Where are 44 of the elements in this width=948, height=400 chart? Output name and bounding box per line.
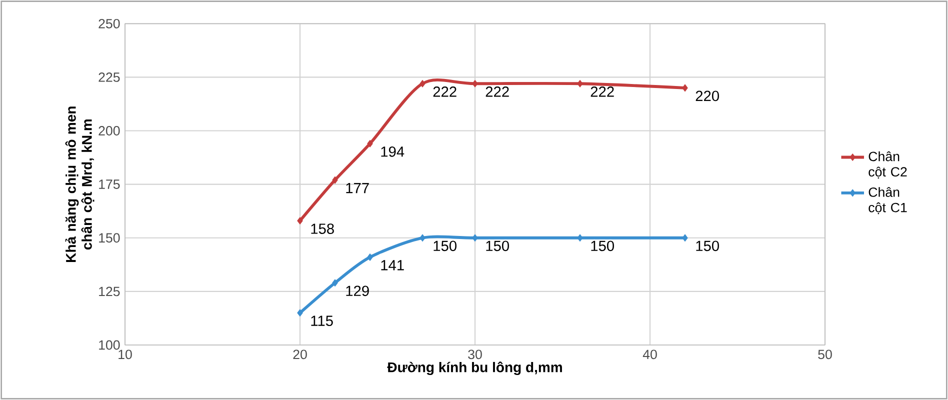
y-tick-label: 150 bbox=[99, 233, 120, 243]
data-label: 150 bbox=[486, 240, 509, 252]
data-label: 222 bbox=[590, 86, 614, 97]
data-label: 158 bbox=[311, 224, 334, 234]
point bbox=[297, 217, 303, 224]
data-label: 141 bbox=[381, 260, 404, 270]
point bbox=[420, 234, 426, 242]
point bbox=[577, 234, 583, 242]
point bbox=[420, 80, 426, 88]
data-label: 194 bbox=[381, 146, 404, 157]
data-label: 222 bbox=[433, 86, 456, 97]
x-tick-label: 20 bbox=[293, 350, 307, 360]
data-label: 220 bbox=[696, 90, 719, 102]
point bbox=[472, 234, 478, 242]
point bbox=[682, 234, 688, 242]
point bbox=[297, 309, 303, 317]
data-label: 222 bbox=[486, 86, 509, 97]
x-tick-label: 10 bbox=[118, 350, 132, 360]
point bbox=[367, 140, 373, 148]
data-label: 150 bbox=[591, 240, 614, 252]
data-label: 150 bbox=[696, 240, 719, 252]
y-tick-label: 125 bbox=[99, 286, 120, 296]
data-label: 150 bbox=[434, 240, 456, 252]
point bbox=[367, 254, 373, 261]
y-tick-label: 100 bbox=[99, 340, 120, 350]
y-tick-label: 175 bbox=[99, 180, 120, 189]
x-axis-title: Đường kính bu lông d,mm bbox=[387, 362, 562, 376]
data-label: 129 bbox=[346, 286, 369, 296]
point bbox=[472, 80, 478, 88]
y-tick-label: 250 bbox=[98, 18, 120, 28]
point bbox=[332, 279, 338, 287]
point bbox=[682, 84, 688, 92]
x-tick-label: 40 bbox=[642, 350, 657, 360]
point bbox=[577, 80, 583, 88]
legend-label: Chân cột C1 bbox=[868, 187, 907, 214]
x-tick-label: 50 bbox=[818, 350, 832, 360]
y-tick-label: 225 bbox=[98, 72, 120, 82]
legend-label: Chân cột C2 bbox=[868, 151, 907, 178]
x-tick-label: 30 bbox=[468, 350, 482, 360]
y-tick-label: 200 bbox=[98, 126, 120, 136]
point bbox=[332, 176, 338, 184]
data-label: 115 bbox=[311, 316, 333, 326]
y-axis-title: Khả năng chịu mô men chân cột Mrd, kN.m bbox=[65, 106, 94, 262]
data-label: 177 bbox=[346, 183, 369, 194]
